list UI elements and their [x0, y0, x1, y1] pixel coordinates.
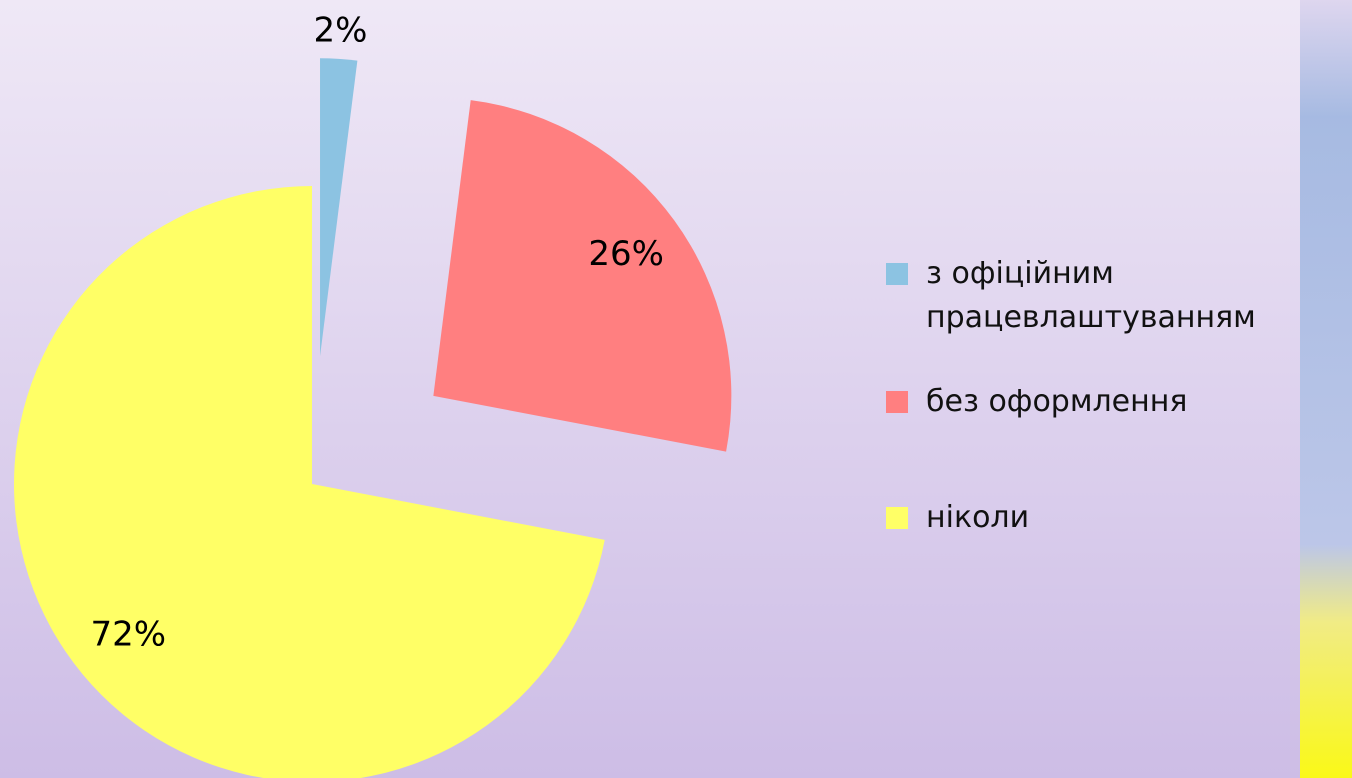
legend-item: без оформлення	[886, 380, 1352, 424]
legend-label: ніколи	[926, 500, 1030, 535]
legend-item: з офіційним працевлаштуванням	[886, 252, 1352, 340]
data-label: 72%	[91, 614, 167, 654]
data-label: 2%	[313, 11, 367, 51]
legend: з офіційним працевлаштуванням без оформле…	[886, 252, 1352, 580]
pie-slice	[320, 58, 358, 357]
legend-label: з офіційним працевлаштуванням	[926, 256, 1256, 335]
pie-slice	[433, 100, 732, 452]
legend-label: без оформлення	[926, 384, 1188, 419]
data-label: 26%	[588, 234, 664, 274]
pie-slice	[14, 186, 605, 778]
legend-swatch	[886, 391, 908, 413]
pie: 2% 26% 72%	[14, 11, 732, 778]
legend-swatch	[886, 263, 908, 285]
legend-swatch	[886, 507, 908, 529]
decor-strip	[1300, 0, 1352, 778]
legend-item: ніколи	[886, 496, 1352, 540]
